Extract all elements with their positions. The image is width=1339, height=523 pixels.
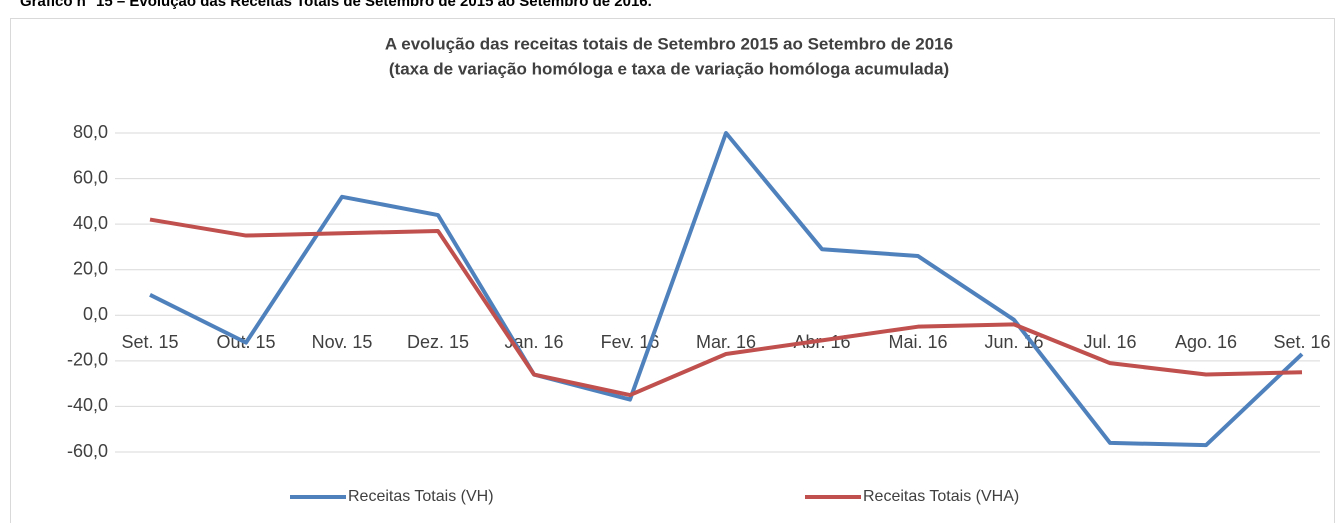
x-tick-label: Set. 15: [121, 332, 178, 352]
legend-label: Receitas Totais (VHA): [863, 488, 1019, 505]
y-tick-label: 40,0: [73, 213, 108, 233]
series-line: [149, 131, 1304, 448]
caption: Gráfico n° 15 – Evolução das Receitas To…: [20, 0, 652, 10]
chart-title: A evolução das receitas totais de Setemb…: [385, 34, 953, 53]
x-tick-label: Nov. 15: [312, 332, 373, 352]
y-tick-label: 80,0: [73, 122, 108, 142]
x-tick-label: Mai. 16: [888, 332, 947, 352]
x-tick-label: Mar. 16: [696, 332, 756, 352]
x-tick-label: Fev. 16: [601, 332, 660, 352]
chart-frame: [10, 18, 1335, 523]
y-tick-label: 60,0: [73, 167, 108, 187]
y-tick-label: 20,0: [73, 258, 108, 278]
legend-label: Receitas Totais (VH): [348, 488, 494, 505]
y-tick-label: -20,0: [67, 350, 108, 370]
y-tick-label: 0,0: [83, 304, 108, 324]
x-tick-label: Set. 16: [1273, 332, 1330, 352]
y-tick-label: -60,0: [67, 441, 108, 461]
x-tick-label: Ago. 16: [1175, 332, 1237, 352]
y-tick-label: -40,0: [67, 395, 108, 415]
x-tick-label: Jul. 16: [1083, 332, 1136, 352]
x-tick-label: Dez. 15: [407, 332, 469, 352]
chart-subtitle: (taxa de variação homóloga e taxa de var…: [389, 59, 949, 78]
series-line: [149, 217, 1303, 398]
